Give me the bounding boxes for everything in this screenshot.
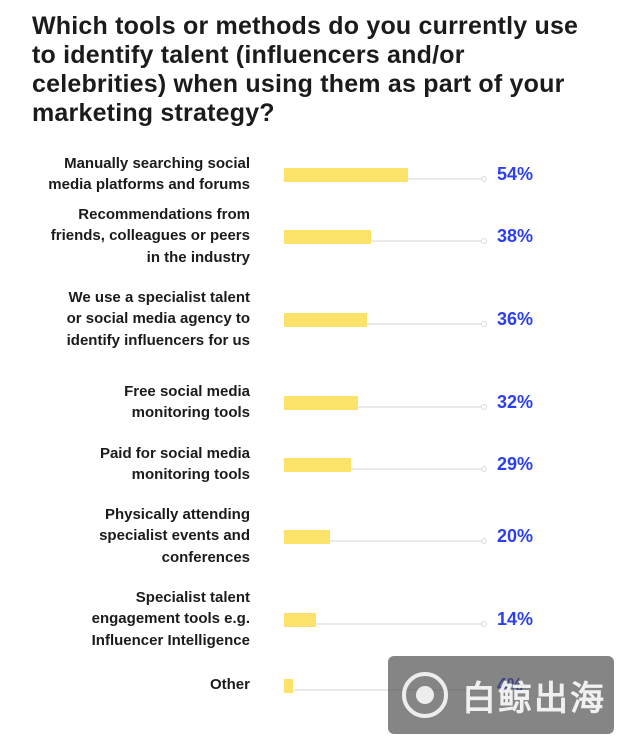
bar-track-end (481, 621, 487, 627)
category-label-line: monitoring tools (131, 404, 250, 421)
bar-track-end (481, 238, 487, 244)
category-label: We use a specialist talent or social medi… (20, 282, 250, 356)
chart-title: Which tools or methods do you currently … (32, 12, 579, 127)
value-label: 14% (497, 609, 534, 629)
bar (284, 613, 317, 627)
category-label-line: conferences (161, 548, 250, 566)
bar (284, 679, 294, 693)
category-label-line: identify influencers for us (66, 331, 250, 349)
bar-track (284, 623, 486, 625)
category-label-line: specialist events and (99, 527, 250, 545)
bar-track (284, 689, 486, 691)
bar-track-end (481, 466, 487, 472)
category-label-line: Free social media (124, 382, 250, 400)
bar-track-end (481, 538, 487, 544)
category-label-line: Specialist talent (135, 588, 250, 606)
bar (284, 396, 358, 410)
category-label-line: Influencer Intelligence (91, 631, 250, 649)
value-label: 38% (497, 226, 534, 246)
value-label: 29% (497, 454, 534, 474)
bar-track (284, 323, 486, 325)
bar-row: Recommendations from friends, colleagues … (0, 199, 625, 273)
bar-row: Physically attending specialist events an… (0, 499, 625, 573)
category-label: Other (20, 648, 250, 722)
category-label-line: media platforms and forums (48, 176, 250, 193)
category-label-line: in the industry (146, 248, 250, 266)
category-label-line: or social media agency to (66, 310, 250, 328)
watermark-text: 白鲸出海 (462, 678, 606, 719)
watermark-badge: 白鲸出海 (388, 656, 614, 734)
category-label: Physically attending specialist events an… (20, 499, 250, 573)
bar (284, 458, 351, 472)
bar (284, 313, 367, 327)
bar-track (284, 540, 486, 542)
bar-row: Free social media monitoring tools 32% (0, 365, 625, 439)
bar-track (284, 468, 486, 470)
bar-track-end (481, 404, 487, 410)
value-label: 54% (497, 164, 534, 184)
category-label-line: Other (209, 676, 250, 694)
value-label: 20% (497, 526, 534, 546)
bar-track (284, 240, 486, 242)
bar (284, 168, 409, 182)
bar-row: Paid for social media monitoring tools 29% (0, 427, 625, 501)
bar-row: Specialist talent engagement tools e.g. In… (0, 582, 625, 656)
category-label: Specialist talent engagement tools e.g. In… (20, 582, 250, 656)
bar-row: Manually searching social media platforms… (0, 137, 625, 211)
bar (284, 530, 330, 544)
category-label-line: friends, colleagues or peers (50, 227, 250, 245)
category-label-line: engagement tools e.g. (91, 610, 250, 628)
bar-row: We use a specialist talent or social medi… (0, 282, 625, 356)
category-label-line: Physically attending (104, 505, 250, 523)
category-label-line: We use a specialist talent (68, 288, 250, 306)
bar-track (284, 406, 486, 408)
category-label-line: Paid for social media (99, 444, 250, 462)
bar-track-end (481, 321, 487, 327)
category-label: Paid for social media monitoring tools (20, 427, 250, 501)
value-label: 36% (497, 309, 534, 329)
watermark-logo-icon (402, 672, 448, 718)
value-label: 32% (497, 392, 534, 412)
bar-track-end (481, 176, 487, 182)
bar (284, 230, 372, 244)
category-label: Recommendations from friends, colleagues … (20, 199, 250, 273)
category-label: Free social media monitoring tools (20, 365, 250, 439)
category-label: Manually searching social media platforms… (20, 137, 250, 211)
category-label-line: monitoring tools (131, 466, 250, 483)
category-label-line: Recommendations from (78, 205, 250, 223)
category-label-line: Manually searching social (64, 154, 250, 172)
